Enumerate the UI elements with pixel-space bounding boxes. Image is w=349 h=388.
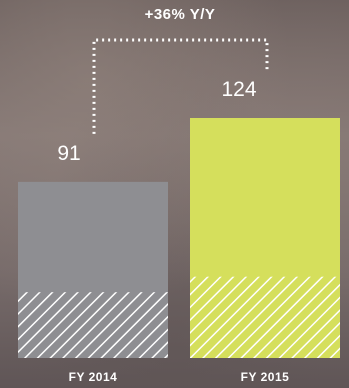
bar-hatched-segment-fy2014 [18,292,168,358]
bar-hatched-segment-fy2015 [190,276,340,358]
growth-bracket-connector [92,38,269,134]
category-label-fy2014: FY 2014 [68,370,118,384]
category-label-fy2015: FY 2015 [240,370,290,384]
value-label-fy2015: 124 [221,78,257,101]
growth-annotation: +36% Y/Y [144,6,216,23]
value-label-fy2014: 91 [57,141,81,165]
